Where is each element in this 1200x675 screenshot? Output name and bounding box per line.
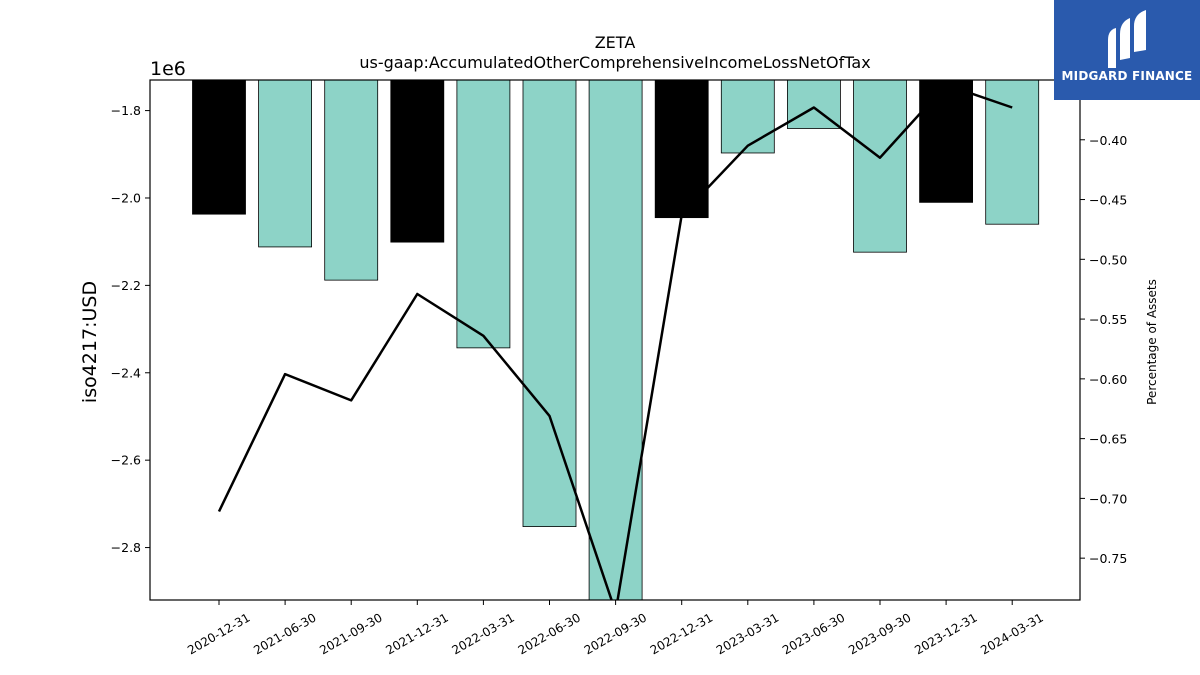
bar-2022-03-31 [456, 80, 511, 349]
bar-2023-09-30 [853, 80, 907, 253]
y-tick-label: −2.4 [111, 365, 141, 380]
y2-tick-label: −0.45 [1089, 193, 1127, 208]
bar-2022-12-31 [654, 80, 709, 219]
chart-subtitle: us-gaap:AccumulatedOtherComprehensiveInc… [359, 53, 870, 72]
y-tick-label: −2.6 [111, 453, 141, 468]
logo-text: MIDGARD FINANCE [1061, 69, 1193, 83]
y2-tick-label: −0.50 [1089, 252, 1127, 267]
bar-2022-06-30 [522, 80, 577, 527]
bar-2022-09-30 [588, 80, 643, 600]
line-group [217, 83, 1013, 600]
bar-2021-06-30 [258, 80, 313, 248]
y-tick-label: −1.8 [111, 103, 141, 118]
y2-tick-label: −0.75 [1089, 551, 1127, 566]
bar-group [192, 80, 1040, 600]
y-axis-label: iso4217:USD [79, 281, 101, 403]
y2-tick-label: −0.70 [1089, 491, 1127, 506]
x-tick-label: 2021-09-30 [317, 610, 384, 657]
midgard-finance-logo: MIDGARD FINANCE [1054, 0, 1200, 100]
x-tick-label: 2021-06-30 [251, 610, 318, 657]
plot-frame [149, 79, 1081, 601]
logo-mark-icon [1108, 10, 1146, 68]
y-tick-label: −2.8 [111, 540, 141, 555]
y2-axis-label: Percentage of Assets [1145, 279, 1159, 405]
x-tick-label: 2022-12-31 [648, 610, 715, 657]
bar-2021-12-31 [390, 80, 445, 243]
bar-2020-12-31 [192, 80, 246, 215]
series-line-0 [217, 83, 1013, 600]
x-tick-label: 2022-09-30 [582, 610, 649, 657]
x-tick-label: 2022-06-30 [516, 610, 583, 657]
bar-2023-12-31 [919, 80, 973, 203]
x-tick-label: 2024-03-31 [978, 610, 1045, 657]
y2-tick-label: −0.65 [1089, 432, 1127, 447]
x-tick-label: 2022-03-31 [449, 610, 516, 657]
y-tick-label: −2.2 [111, 278, 141, 293]
y2-tick-label: −0.60 [1089, 372, 1127, 387]
y-tick-label: −2.0 [111, 190, 141, 205]
y2-tick-label: −0.55 [1089, 312, 1127, 327]
bar-2023-03-31 [720, 80, 775, 154]
bar-2021-09-30 [324, 80, 379, 281]
bar-2024-03-31 [985, 80, 1040, 225]
x-tick-label: 2021-12-31 [383, 610, 450, 657]
x-tick-label: 2023-12-31 [912, 610, 979, 657]
y2-tick-label: −0.40 [1089, 133, 1127, 148]
x-tick-label: 2023-03-31 [714, 610, 781, 657]
x-tick-label: 2023-06-30 [780, 610, 847, 657]
x-tick-label: 2020-12-31 [185, 610, 252, 657]
x-tick-label: 2023-09-30 [846, 610, 913, 657]
chart-title: ZETA [595, 33, 636, 52]
y-offset-label: 1e6 [150, 58, 186, 80]
